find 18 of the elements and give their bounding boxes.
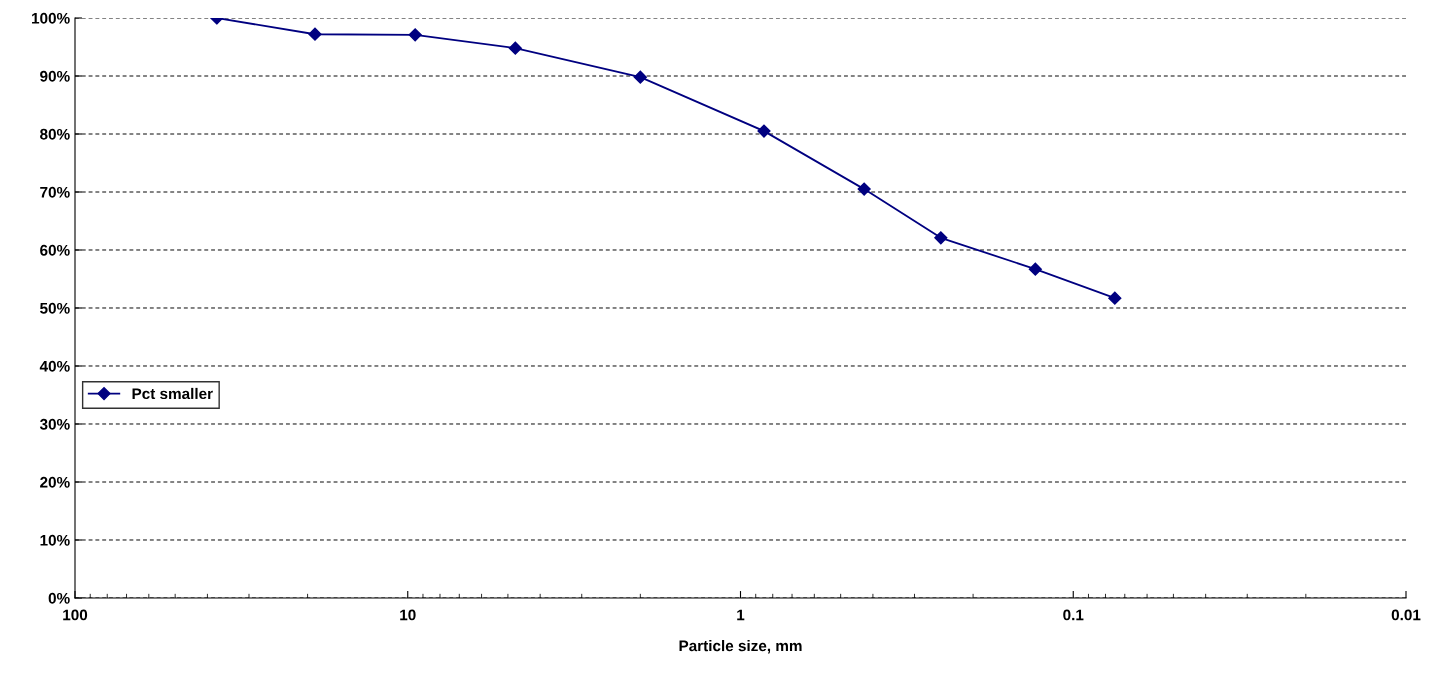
y-tick-label: 30%	[39, 418, 70, 430]
x-axis-title: Particle size, mm	[679, 640, 802, 654]
y-tick-label: 90%	[40, 70, 70, 82]
legend-label: Pct smaller	[132, 387, 213, 400]
y-tick-label: 70%	[40, 186, 70, 198]
y-tick-label: 60%	[40, 244, 70, 256]
y-tick-label: 10%	[40, 534, 70, 546]
y-tick-label: 50%	[40, 302, 70, 314]
x-tick-label: 100	[63, 609, 88, 621]
y-tick-label: 100%	[32, 12, 70, 24]
x-tick-label: 1	[737, 609, 745, 621]
x-tick-label: 0.1	[1063, 609, 1084, 621]
y-tick-label: 0%	[48, 592, 70, 604]
y-tick-label: 40%	[39, 360, 70, 372]
x-tick-label: 10	[400, 609, 416, 621]
x-tick-label: 0.01	[1391, 609, 1421, 621]
y-tick-label: 80%	[40, 128, 70, 140]
y-tick-label: 20%	[40, 476, 70, 488]
